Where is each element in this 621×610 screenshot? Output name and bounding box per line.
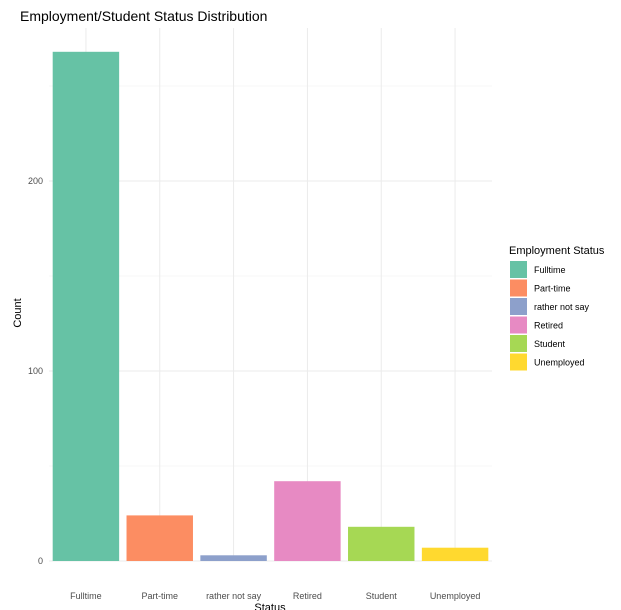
bar-part-time [126,515,193,561]
bar-student [348,526,415,561]
y-axis-ticks: 0 100 200 [28,176,43,566]
chart-title: Employment/Student Status Distribution [20,8,267,24]
legend-label: Part-time [534,284,571,294]
x-tick-label: Retired [293,591,322,601]
legend-label: Unemployed [534,358,585,368]
bar-unemployed [421,547,489,561]
bar-retired [274,481,341,561]
legend-swatch [510,261,527,278]
x-axis-title: Status [254,602,286,610]
legend: Fulltime Part-time rather not say Retired St… [510,261,590,371]
legend-swatch [510,335,527,352]
legend-swatch [510,279,527,297]
legend-swatch [510,298,527,315]
y-axis-title: Count [12,298,24,327]
x-tick-label: Student [366,591,398,601]
legend-label: rather not say [534,302,590,312]
legend-swatch [510,316,527,334]
x-tick-label: Part-time [141,591,178,601]
bar-fulltime [52,51,120,562]
legend-label: Student [534,339,566,349]
legend-swatch [510,353,527,371]
bars [52,51,489,562]
x-tick-label: rather not say [206,591,262,601]
y-tick-label: 100 [28,366,43,376]
x-tick-label: Fulltime [70,591,102,601]
x-axis-ticks: Fulltime Part-time rather not say Retired St… [70,591,480,601]
bar-rather-not-say [200,555,267,561]
legend-label: Fulltime [534,265,566,275]
legend-label: Retired [534,321,563,331]
y-tick-label: 0 [38,556,43,566]
x-tick-label: Unemployed [430,591,481,601]
y-tick-label: 200 [28,176,43,186]
legend-title: Employment Status [509,245,605,257]
